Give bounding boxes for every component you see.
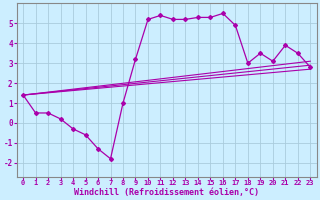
X-axis label: Windchill (Refroidissement éolien,°C): Windchill (Refroidissement éolien,°C) bbox=[74, 188, 259, 197]
